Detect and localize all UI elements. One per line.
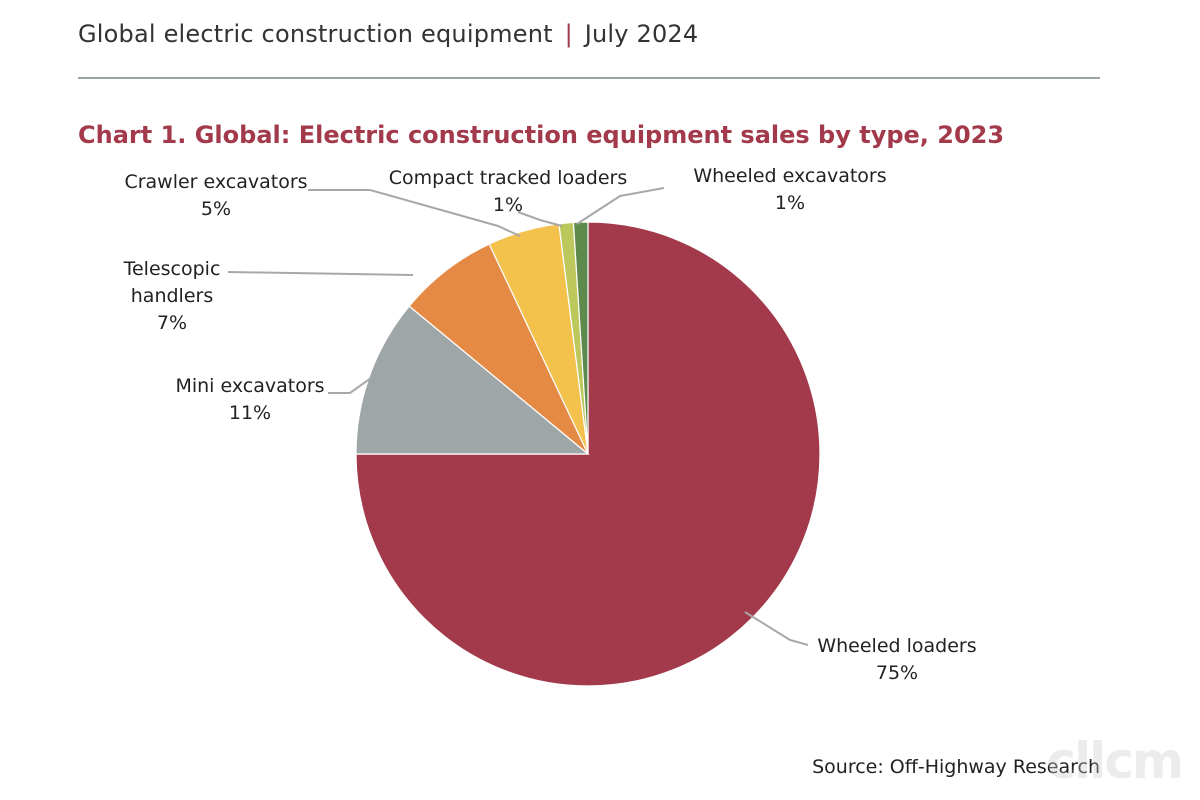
chart-title: Chart 1. Global: Electric construction e… (78, 121, 1005, 149)
slice-value-wheeled-loaders: 75% (876, 662, 918, 684)
leader-line-compact-tracked-loaders (517, 211, 563, 227)
leader-line-telescopic-handlers (227, 271, 414, 276)
slice-label-wheeled-loaders: Wheeled loaders (817, 635, 976, 657)
slice-label-crawler-excavators: Crawler excavators (124, 171, 307, 193)
slice-value-wheeled-excavators: 1% (775, 192, 805, 214)
slice-label-telescopic-handlers: Telescopic (123, 258, 221, 280)
slice-label-mini-excavators: Mini excavators (175, 375, 324, 397)
report-topic: Global electric construction equipment (78, 20, 553, 48)
slice-value-mini-excavators: 11% (229, 402, 271, 424)
leader-line-wheeled-loaders (744, 611, 809, 646)
slice-value-telescopic-handlers: 7% (157, 312, 187, 334)
source-note: Source: Off-Highway Research (812, 756, 1100, 778)
leader-line-crawler-excavators (308, 189, 521, 237)
pie-slice-mini-excavators (355, 305, 590, 455)
header-separator: | (564, 20, 573, 48)
slice-value-compact-tracked-loaders: 1% (493, 194, 523, 216)
pie-slice-telescopic-handlers (408, 243, 589, 455)
report-date: July 2024 (584, 20, 699, 48)
leader-line-wheeled-excavators (576, 187, 665, 225)
slice-label-compact-tracked-loaders: Compact tracked loaders (389, 167, 628, 189)
report-header: Global electric construction equipment |… (78, 20, 698, 48)
header-divider (78, 77, 1100, 79)
leader-line-mini-excavators (328, 377, 372, 394)
slice-value-crawler-excavators: 5% (201, 198, 231, 220)
slice-label-wheeled-excavators: Wheeled excavators (693, 165, 886, 187)
slice-label-telescopic-handlers: handlers (131, 285, 213, 307)
